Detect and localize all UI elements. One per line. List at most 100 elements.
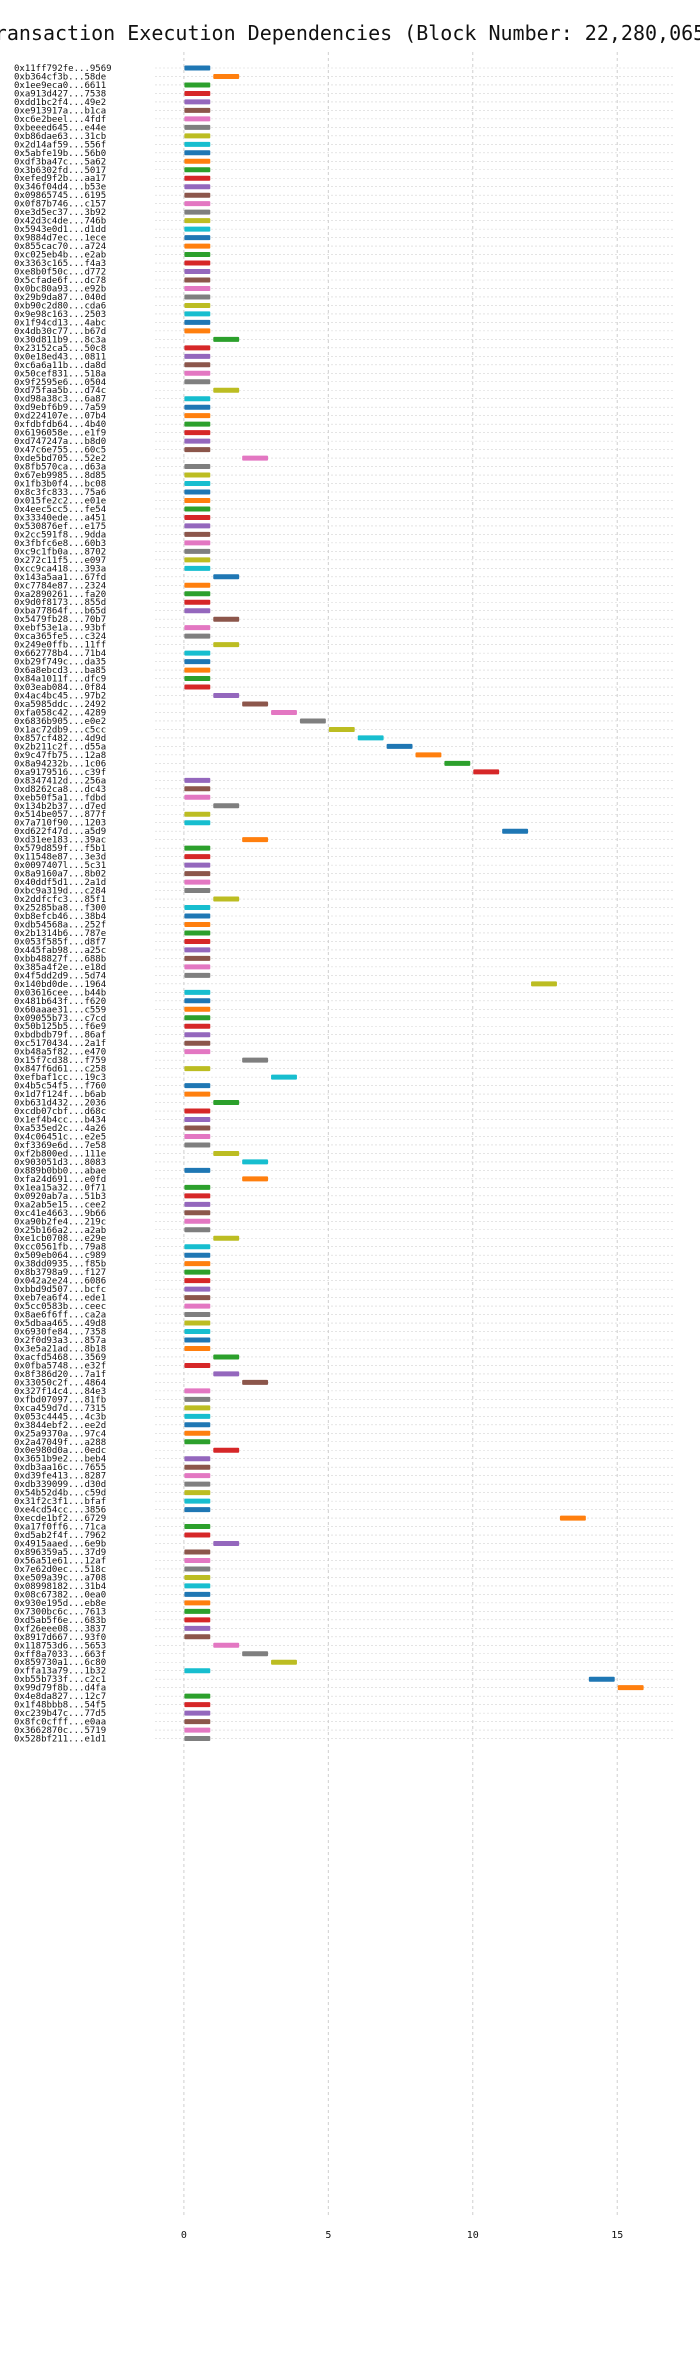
- transaction-bar: [184, 685, 210, 690]
- transaction-bar: [184, 1227, 210, 1232]
- transaction-bar: [184, 379, 210, 384]
- transaction-bar: [184, 549, 210, 554]
- transaction-bar: [184, 481, 210, 486]
- transaction-bar: [184, 252, 210, 257]
- transaction-bar: [184, 651, 210, 656]
- transaction-bar: [213, 74, 239, 79]
- transaction-bar: [184, 1592, 210, 1597]
- transaction-bar: [531, 981, 557, 986]
- transaction-bar: [184, 1456, 210, 1461]
- transaction-bar: [184, 371, 210, 376]
- transaction-bar: [184, 668, 210, 673]
- transaction-bar: [184, 1041, 210, 1046]
- transaction-bar: [213, 1643, 239, 1648]
- transaction-bar: [184, 1219, 210, 1224]
- transaction-bar: [213, 693, 239, 698]
- transaction-bar: [184, 1634, 210, 1639]
- transaction-bar: [184, 922, 210, 927]
- transaction-bar: [184, 1244, 210, 1249]
- transaction-bar: [184, 591, 210, 596]
- transaction-bar: [184, 1439, 210, 1444]
- transaction-bar: [184, 1609, 210, 1614]
- transaction-bar: [184, 1278, 210, 1283]
- transaction-bar: [184, 939, 210, 944]
- transaction-bar: [184, 990, 210, 995]
- transaction-bar: [184, 1032, 210, 1037]
- transaction-bar: [184, 413, 210, 418]
- transaction-bar: [358, 735, 384, 740]
- transaction-bar: [184, 473, 210, 478]
- transaction-bar: [184, 1422, 210, 1427]
- transaction-bar: [184, 294, 210, 299]
- transaction-bar: [184, 1338, 210, 1343]
- transaction-bar: [184, 1550, 210, 1555]
- transaction-bar: [184, 786, 210, 791]
- transaction-bar: [184, 1431, 210, 1436]
- transaction-bar: [184, 1694, 210, 1699]
- transaction-bar: [184, 201, 210, 206]
- transaction-bar: [242, 1380, 268, 1385]
- transaction-bar: [589, 1677, 615, 1682]
- transaction-bar: [242, 1651, 268, 1656]
- transaction-bar: [213, 337, 239, 342]
- transaction-bar: [184, 1253, 210, 1258]
- transaction-bar: [184, 464, 210, 469]
- transaction-bar: [184, 498, 210, 503]
- transaction-bar: [184, 1507, 210, 1512]
- transaction-bar: [184, 1388, 210, 1393]
- transaction-bar: [184, 1312, 210, 1317]
- chart-title: Transaction Execution Dependencies (Bloc…: [0, 21, 700, 45]
- transaction-bar: [184, 676, 210, 681]
- transaction-bar: [184, 973, 210, 978]
- transaction-bar: [184, 91, 210, 96]
- transaction-bar: [184, 863, 210, 868]
- transaction-bar: [184, 396, 210, 401]
- transaction-label: 0x528bf211...e1d1: [14, 1735, 106, 1745]
- bars: [184, 66, 643, 1742]
- transaction-bar: [444, 761, 470, 766]
- transaction-bar: [184, 1736, 210, 1741]
- transaction-bar: [184, 1626, 210, 1631]
- transaction-bar: [184, 1524, 210, 1529]
- transaction-bar: [184, 1142, 210, 1147]
- transaction-bar: [213, 1448, 239, 1453]
- transaction-bar: [184, 888, 210, 893]
- transaction-bar: [184, 1261, 210, 1266]
- transaction-bar: [184, 1617, 210, 1622]
- transaction-bar: [184, 447, 210, 452]
- transaction-bar: [184, 1719, 210, 1724]
- transaction-bar: [184, 1566, 210, 1571]
- transaction-bar: [184, 1363, 210, 1368]
- transaction-bar: [271, 1075, 297, 1080]
- transaction-bar: [213, 897, 239, 902]
- transaction-bar: [242, 1058, 268, 1063]
- transaction-bar: [184, 235, 210, 240]
- transaction-bar: [184, 278, 210, 283]
- transaction-bar: [184, 1465, 210, 1470]
- transaction-bar: [213, 642, 239, 647]
- transaction-bar: [184, 1015, 210, 1020]
- transaction-bar: [184, 1295, 210, 1300]
- transaction-bar: [184, 193, 210, 198]
- transaction-bar: [242, 702, 268, 707]
- transaction-bar: [184, 210, 210, 215]
- transaction-bar: [184, 1007, 210, 1012]
- transaction-bar: [213, 803, 239, 808]
- transaction-bar: [184, 1185, 210, 1190]
- transaction-bar: [184, 490, 210, 495]
- transaction-bar: [387, 744, 413, 749]
- transaction-bar: [184, 82, 210, 87]
- transaction-bar: [184, 328, 210, 333]
- transaction-bar: [184, 1321, 210, 1326]
- transaction-bar: [184, 608, 210, 613]
- transaction-bar: [242, 1159, 268, 1164]
- transaction-bar: [184, 176, 210, 181]
- transaction-bar: [184, 880, 210, 885]
- transaction-bar: [184, 1473, 210, 1478]
- transaction-bar: [184, 1083, 210, 1088]
- y-tick-labels: 0x11ff792fe...95690xb364cf3b...58de0x1ee…: [14, 64, 112, 1745]
- transaction-bar: [184, 820, 210, 825]
- x-tick-label: 15: [611, 2230, 623, 2241]
- x-tick-label: 10: [467, 2230, 479, 2241]
- transaction-bar: [184, 1702, 210, 1707]
